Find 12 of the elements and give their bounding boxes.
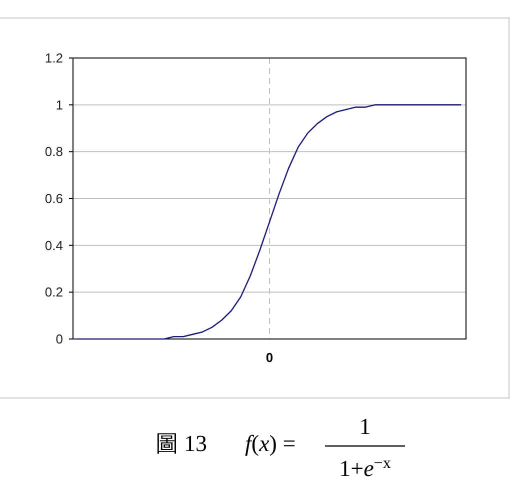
text: f(x) = <box>245 431 296 456</box>
y-tick-label: 0.2 <box>44 284 63 300</box>
line-series <box>77 104 462 340</box>
y-tick-label: 0.8 <box>44 144 63 160</box>
y-tick-label: 0 <box>56 332 63 346</box>
y-tick-label: 0.4 <box>44 238 63 253</box>
caption: 圖 13 <box>155 431 207 456</box>
y-tick-label: 0.6 <box>44 191 63 206</box>
text: 1 <box>359 414 371 439</box>
text: 1+e$^{−x}$ <box>339 454 391 481</box>
y-tick-label: 1.2 <box>44 50 63 66</box>
y-tick-label: 1 <box>56 97 63 112</box>
